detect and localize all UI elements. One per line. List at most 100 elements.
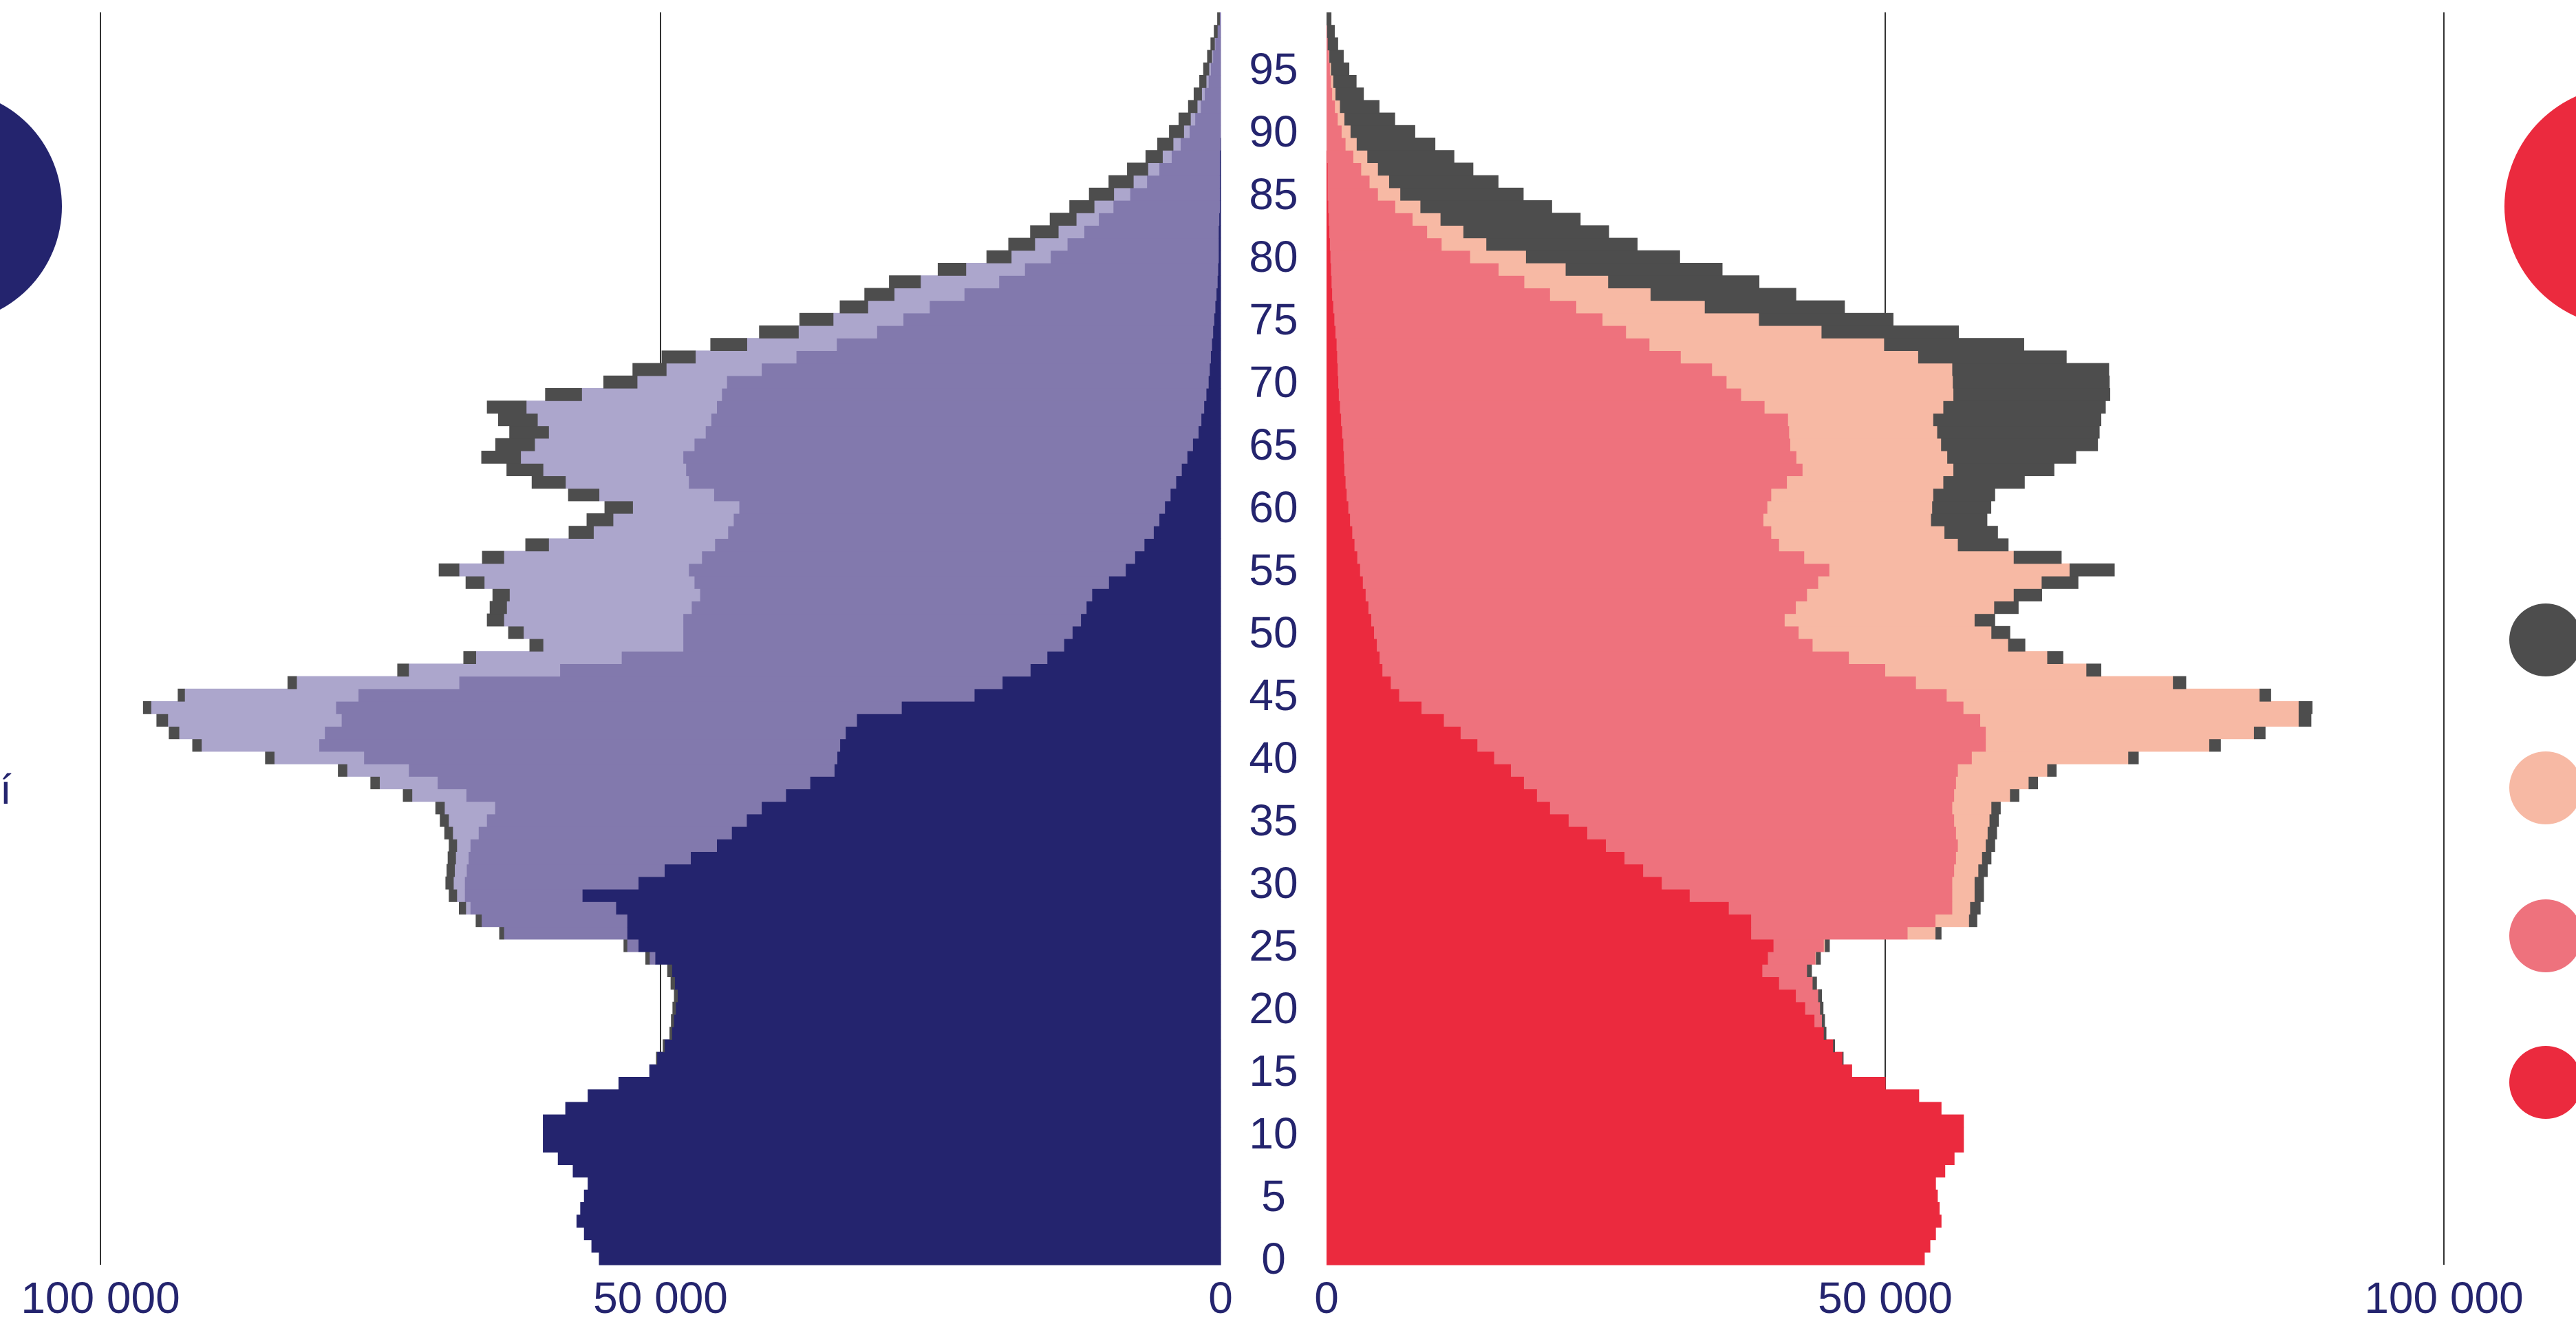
- male-bar-age-81-seg-0: [1218, 237, 1221, 251]
- female-bar-age-74-seg-1: [1335, 325, 1627, 339]
- male-bar-age-15-seg-0: [649, 1064, 1221, 1078]
- female-bar-age-84-seg-3: [1420, 200, 1552, 213]
- female-bar-age-65-seg-1: [1343, 438, 1791, 451]
- female-bar-age-52-seg-2: [1796, 601, 1995, 614]
- female-bar-age-77-seg-3: [1650, 288, 1796, 301]
- male-bar-age-22-seg-0: [674, 976, 1221, 990]
- female-bar-age-20-seg-1: [1805, 1001, 1821, 1015]
- female-bar-age-40-seg-0: [1327, 751, 1495, 764]
- male-bar-age-1-seg-0: [591, 1239, 1221, 1253]
- male-bar-age-86-seg-0: [1219, 175, 1221, 189]
- female-bar-age-74-seg-3: [1821, 325, 1959, 339]
- male-bar-age-29-seg-3: [449, 889, 458, 902]
- female-bar-age-80-seg-0: [1327, 250, 1331, 264]
- male-bar-age-37-seg-2: [411, 789, 466, 802]
- male-bar-age-7-seg-0: [572, 1164, 1221, 1178]
- female-bar-age-50-seg-1: [1374, 625, 1799, 639]
- male-bar-age-79-seg-3: [937, 263, 967, 276]
- female-bar-age-12-seg-0: [1327, 1102, 1942, 1115]
- male-bar-age-87-seg-1: [1159, 162, 1220, 176]
- female-bar-age-94-seg-3: [1333, 75, 1357, 88]
- male-bar-age-26-seg-1: [504, 926, 627, 940]
- legend-swatch-red: [2509, 1046, 2576, 1119]
- female-bar-age-45-seg-0: [1327, 688, 1400, 702]
- female-bar-age-43-seg-1: [1443, 714, 1981, 727]
- male-bar-age-42-seg-3: [169, 726, 180, 740]
- male-bar-age-63-seg-1: [685, 463, 1182, 476]
- female-bar-age-3-seg-0: [1327, 1215, 1942, 1228]
- male-bar-age-91-seg-2: [1190, 112, 1196, 126]
- female-bar-age-59-seg-2: [1763, 513, 1932, 526]
- female-bar-age-79-seg-3: [1565, 263, 1723, 276]
- female-bar-age-31-seg-2: [1954, 864, 1979, 877]
- male-bar-age-57-seg-0: [1144, 538, 1221, 552]
- female-bar-age-41-seg-1: [1477, 738, 1986, 752]
- male-bar-age-33-seg-0: [716, 839, 1221, 852]
- male-bar-age-52-seg-3: [489, 601, 507, 614]
- female-bar-age-63-seg-1: [1344, 463, 1803, 476]
- male-bar-age-36-seg-1: [495, 801, 762, 815]
- female-bar-age-68-seg-2: [1764, 400, 1944, 414]
- female-bar-age-91-seg-2: [1338, 112, 1345, 126]
- male-bar-age-11-seg-0: [543, 1114, 1221, 1128]
- female-bar-age-76-seg-3: [1704, 300, 1845, 314]
- female-bar-age-53-seg-2: [1807, 588, 2015, 601]
- male-bar-age-30-seg-1: [464, 876, 639, 890]
- female-bar-age-11-seg-0: [1327, 1114, 1964, 1128]
- male-bar-age-77-seg-2: [894, 288, 965, 301]
- female-bar-age-25-seg-3: [1825, 939, 1830, 952]
- legend-swatch-peach: [2509, 751, 2576, 824]
- female-bar-age-24-seg-0: [1327, 952, 1769, 965]
- x-tick-label-right: 100 000: [2364, 1273, 2523, 1323]
- male-bar-age-17-seg-0: [664, 1039, 1221, 1053]
- male-bar-age-56-seg-3: [482, 550, 504, 564]
- female-bar-age-85-seg-3: [1400, 187, 1524, 201]
- female-bar-age-70-seg-3: [1953, 375, 2110, 389]
- female-bar-age-60-seg-1: [1348, 500, 1768, 514]
- male-bar-age-34-seg-3: [444, 826, 453, 840]
- female-bar-age-59-seg-3: [1931, 513, 1988, 526]
- male-bar-age-78-seg-1: [998, 275, 1218, 288]
- male-bar-age-94-seg-3: [1199, 75, 1207, 88]
- male-bar-age-92-seg-3: [1188, 100, 1198, 114]
- female-bar-age-88-seg-3: [1367, 150, 1455, 163]
- female-bar-age-70-seg-0: [1327, 375, 1339, 389]
- male-bar-age-89-seg-3: [1157, 138, 1174, 151]
- male-bar-age-64-seg-3: [481, 451, 522, 464]
- female-bar-age-85-seg-1: [1327, 187, 1379, 201]
- male-bar-age-93-seg-2: [1201, 87, 1205, 100]
- male-bar-age-64-seg-0: [1187, 451, 1221, 464]
- female-bar-age-69-seg-0: [1327, 388, 1340, 401]
- female-bar-age-64-seg-3: [1947, 451, 2076, 464]
- male-bar-age-74-seg-0: [1212, 325, 1221, 339]
- male-bar-age-77-seg-0: [1216, 288, 1221, 301]
- female-bar-age-23-seg-0: [1327, 964, 1763, 977]
- male-bar-age-31-seg-3: [447, 864, 455, 877]
- female-bar-age-44-seg-0: [1327, 701, 1422, 714]
- female-bar-age-75-seg-0: [1327, 312, 1335, 326]
- male-bar-age-33-seg-3: [449, 839, 458, 852]
- male-bar-age-76-seg-3: [839, 300, 868, 314]
- x-tick-label-left: 0: [1208, 1273, 1233, 1323]
- female-bar-age-84-seg-0: [1327, 200, 1329, 213]
- male-bar-age-50-seg-2: [523, 625, 684, 639]
- female-bar-age-77-seg-2: [1549, 288, 1651, 301]
- female-bar-age-22-seg-0: [1327, 976, 1780, 990]
- male-bar-age-89-seg-1: [1180, 138, 1221, 151]
- male-bar-age-97-seg-3: [1210, 37, 1215, 51]
- male-bar-age-68-seg-2: [526, 400, 717, 414]
- female-bar-age-44-seg-1: [1421, 701, 1964, 714]
- male-bar-age-96-seg-2: [1211, 50, 1214, 63]
- male-bar-age-68-seg-0: [1203, 400, 1221, 414]
- male-bar-age-62-seg-3: [531, 475, 566, 489]
- male-bar-age-65-seg-3: [495, 438, 535, 451]
- female-bar-age-20-seg-3: [1820, 1001, 1824, 1015]
- male-bar-age-32-seg-2: [455, 851, 469, 865]
- female-bar-age-47-seg-2: [1885, 663, 2087, 677]
- male-bar-age-51-seg-2: [504, 613, 684, 627]
- male-bar-age-75-seg-2: [833, 312, 904, 326]
- female-bar-age-26-seg-3: [1935, 926, 1942, 940]
- male-bar-age-54-seg-0: [1108, 576, 1221, 589]
- female-bar-age-39-seg-1: [1510, 764, 1959, 777]
- female-bar-age-56-seg-2: [1804, 550, 2015, 564]
